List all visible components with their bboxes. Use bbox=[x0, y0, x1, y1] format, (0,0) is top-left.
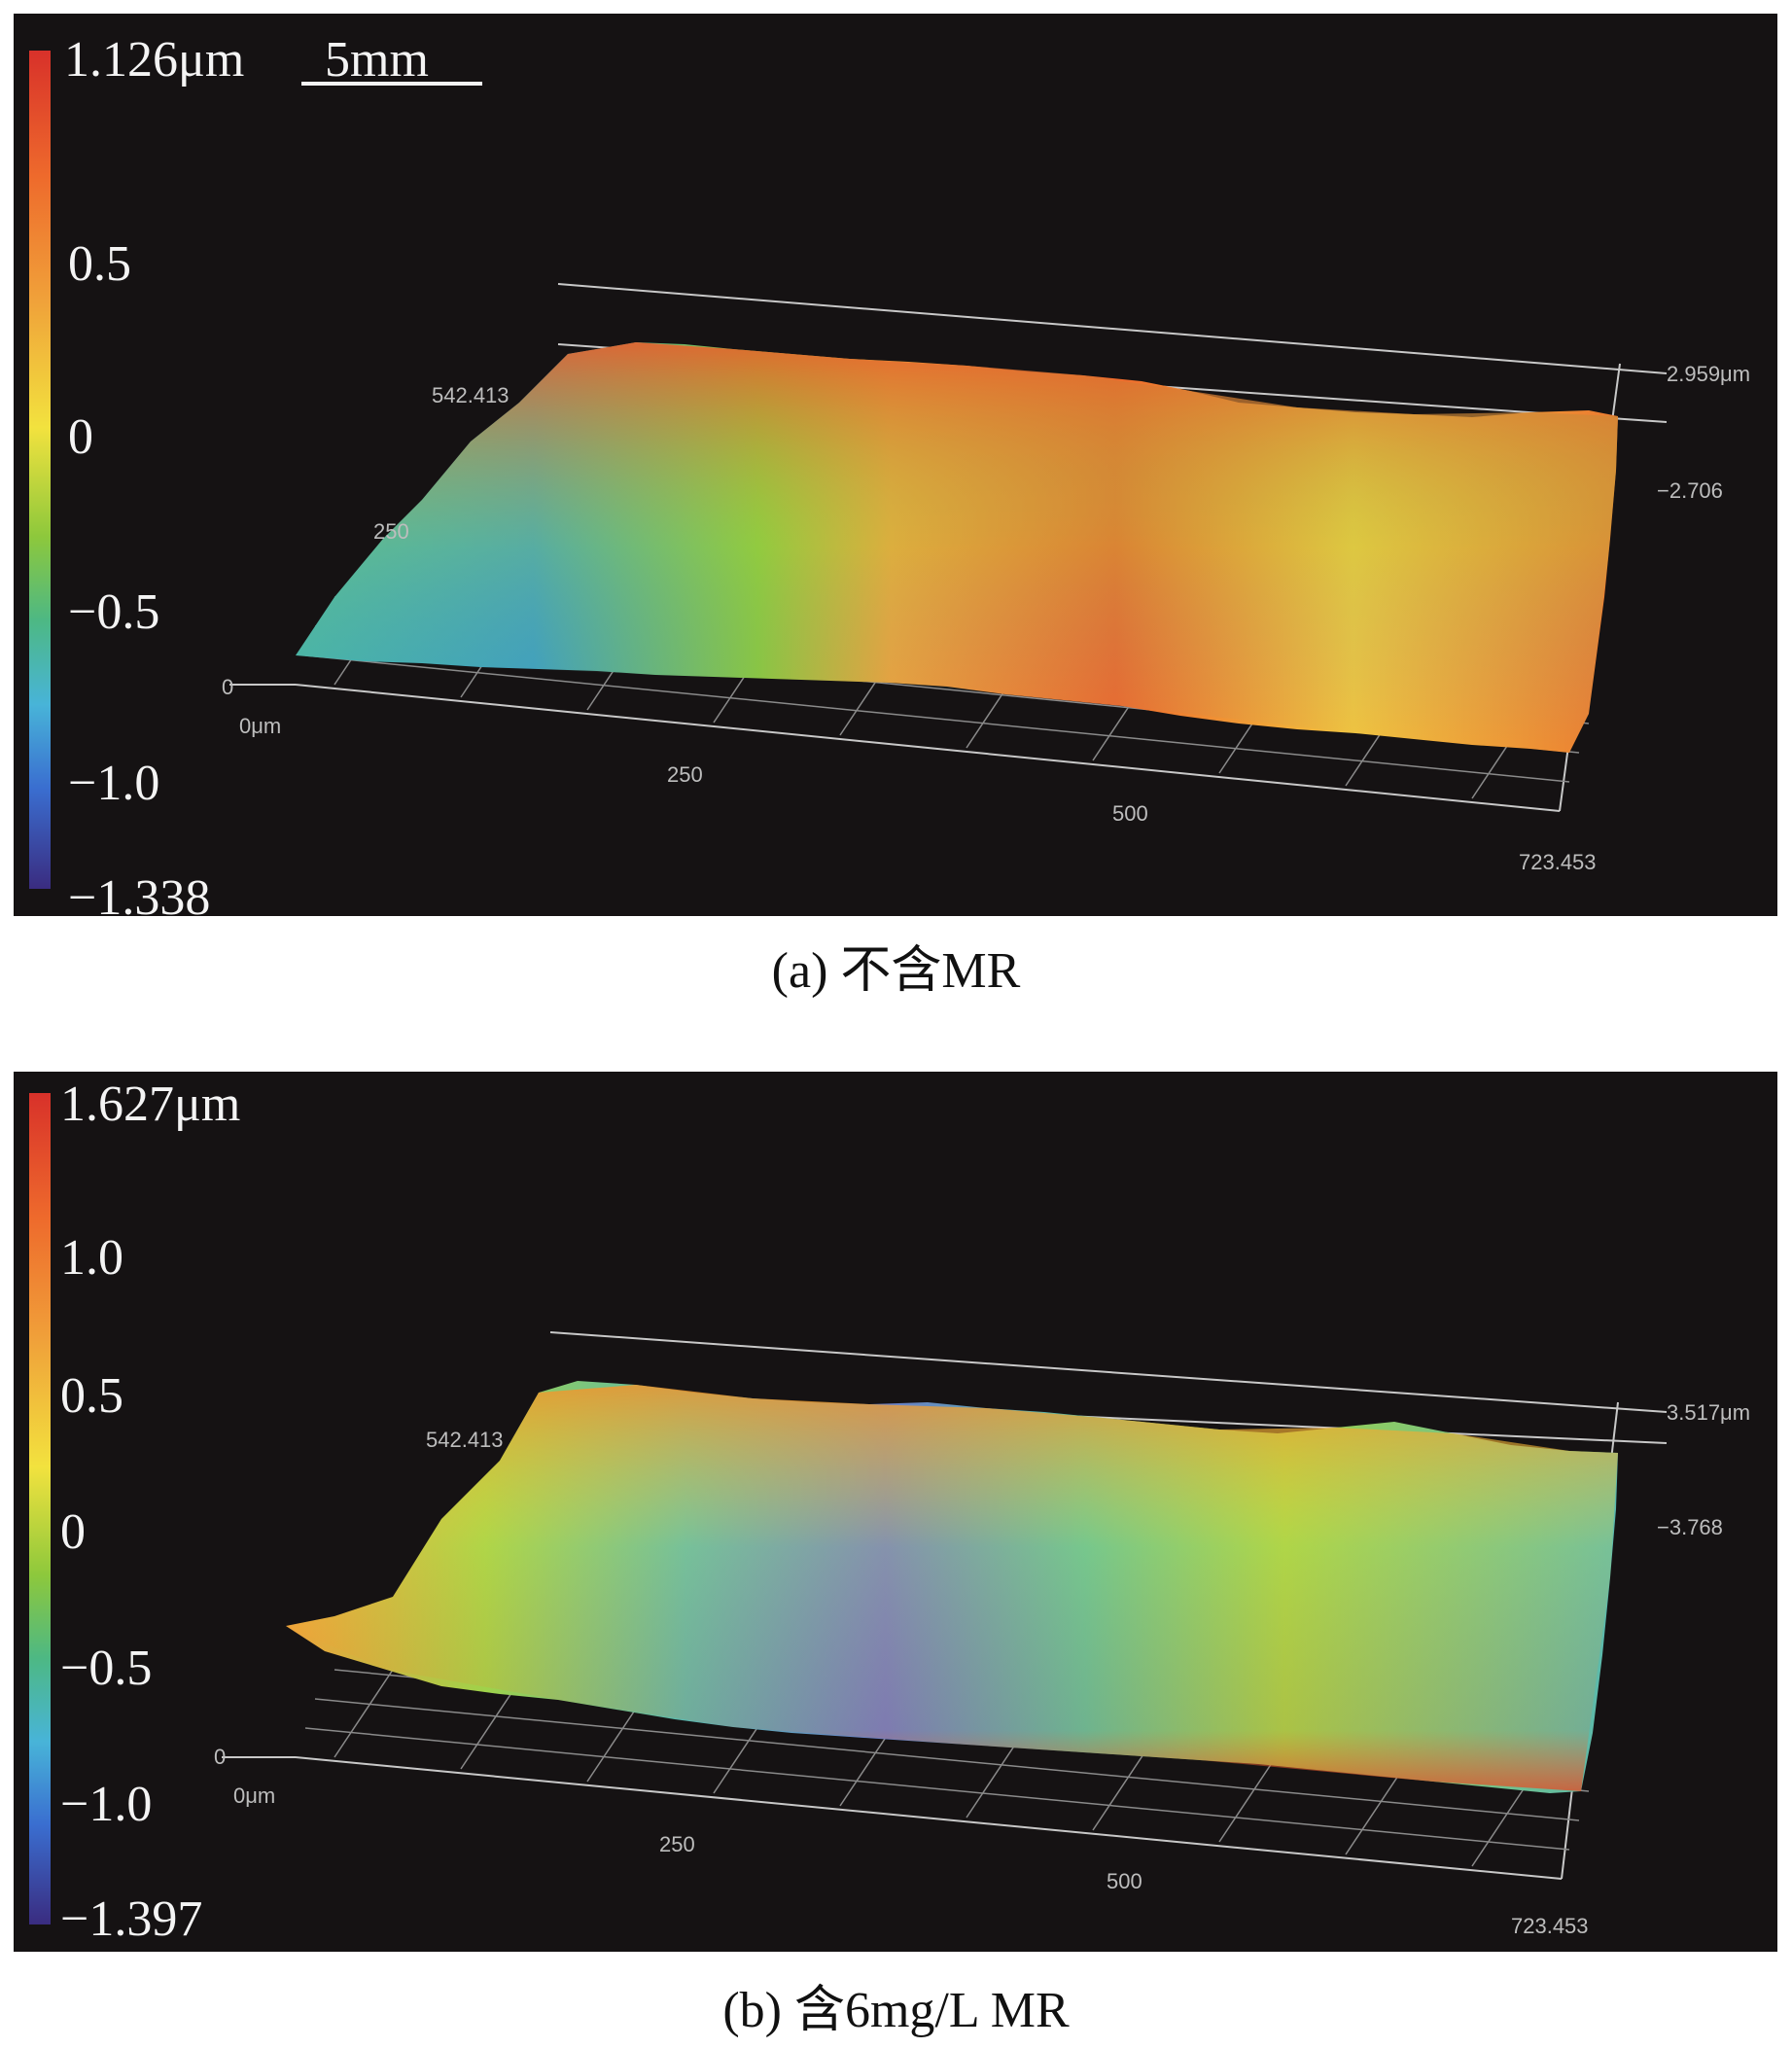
height-colorbar bbox=[29, 51, 51, 889]
figure-caption-b: (b) 含6mg/L MR bbox=[722, 1983, 1070, 2038]
axis-tick-origin-z: 0 bbox=[222, 675, 233, 699]
colorbar-min-label: −1.338 bbox=[68, 870, 211, 917]
colorbar-tick-label: 0.5 bbox=[68, 236, 131, 292]
axis-tick-origin-x: 0μm bbox=[239, 714, 281, 738]
axis-tick-origin-z: 0 bbox=[214, 1745, 226, 1769]
colorbar-min-label: −1.397 bbox=[60, 1891, 203, 1947]
axis-tick-z-top: 3.517μm bbox=[1667, 1400, 1750, 1425]
3d-surface-plot: 542.413 0 0μm 250 500 723.453 3.517μm −3… bbox=[214, 1331, 1750, 1938]
axis-tick-x-250: 250 bbox=[659, 1832, 695, 1856]
axis-tick-y-top: 542.413 bbox=[432, 383, 509, 407]
axis-tick-origin-x: 0μm bbox=[233, 1783, 275, 1808]
axis-tick-x-500: 500 bbox=[1112, 801, 1148, 826]
surface-plot-panel-a: 1.126μm 5mm 0.5 0 −0.5 −1.0 −1.338 bbox=[14, 14, 1777, 916]
figure-caption-a: (a) 不含MR bbox=[771, 943, 1021, 999]
axis-tick-y-top: 542.413 bbox=[426, 1428, 504, 1452]
colorbar-tick-label: 0 bbox=[60, 1504, 86, 1560]
axis-tick-x-end: 723.453 bbox=[1511, 1914, 1589, 1938]
colorbar-max-label: 1.126μm bbox=[64, 32, 245, 88]
colorbar-tick-label: −0.5 bbox=[60, 1641, 153, 1696]
colorbar-tick-label: 0.5 bbox=[60, 1368, 123, 1424]
colorbar-tick-label: −1.0 bbox=[68, 756, 160, 811]
scale-bar bbox=[301, 82, 482, 86]
height-colorbar bbox=[29, 1093, 51, 1924]
axis-tick-z-top: 2.959μm bbox=[1667, 362, 1750, 386]
colorbar-tick-label: −1.0 bbox=[60, 1777, 153, 1832]
axis-tick-y-mid: 250 bbox=[373, 519, 409, 544]
surface-shading bbox=[286, 1385, 1618, 1791]
3d-surface-plot: 542.413 250 0 0μm 250 500 723.453 2.959μ… bbox=[222, 283, 1750, 874]
axis-tick-x-250: 250 bbox=[667, 762, 703, 787]
axis-tick-x-end: 723.453 bbox=[1519, 850, 1597, 874]
axis-tick-z-bottom: −3.768 bbox=[1657, 1515, 1723, 1539]
surface-plot-panel-b: 1.627μm 1.0 0.5 0 −0.5 −1.0 −1.397 bbox=[14, 1072, 1777, 1952]
colorbar-tick-label: −0.5 bbox=[68, 584, 160, 640]
scale-bar-label: 5mm bbox=[325, 32, 429, 88]
colorbar-tick-label: 0 bbox=[68, 409, 93, 465]
surface-shading bbox=[296, 342, 1618, 753]
colorbar-max-label: 1.627μm bbox=[60, 1077, 241, 1132]
axis-tick-x-500: 500 bbox=[1107, 1869, 1142, 1893]
colorbar-tick-label: 1.0 bbox=[60, 1230, 123, 1286]
axis-tick-z-bottom: −2.706 bbox=[1657, 478, 1723, 503]
